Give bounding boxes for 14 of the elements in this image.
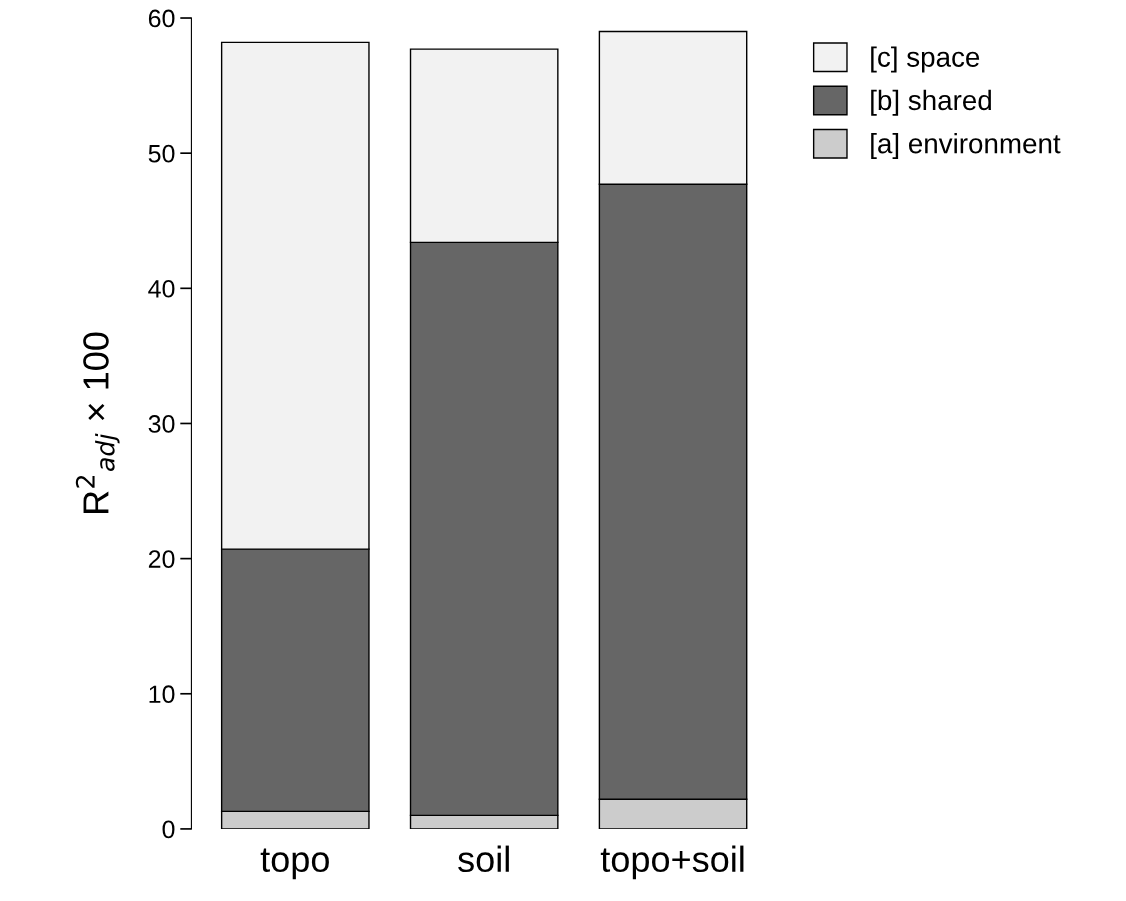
y-tick-label: 60 xyxy=(148,9,175,28)
y-axis-title: R$^{2}$$_{adj}$ × 100 xyxy=(75,332,120,513)
legend-label: [a] environment xyxy=(871,133,1061,159)
y-tick-label: 0 xyxy=(162,820,175,839)
y-tick-label: 20 xyxy=(148,550,175,568)
legend-label: [c] space xyxy=(871,46,980,73)
legend-label: [b] shared xyxy=(871,89,991,116)
y-tick-label: 40 xyxy=(148,279,175,298)
x-tick-label: soil xyxy=(458,845,509,873)
x-tick-label: topo xyxy=(260,848,329,880)
y-tick-label: 10 xyxy=(149,685,175,704)
y-tick-label: 50 xyxy=(148,144,175,163)
y-tick-label: 30 xyxy=(148,415,175,433)
x-tick-label: topo+soil xyxy=(600,845,744,880)
